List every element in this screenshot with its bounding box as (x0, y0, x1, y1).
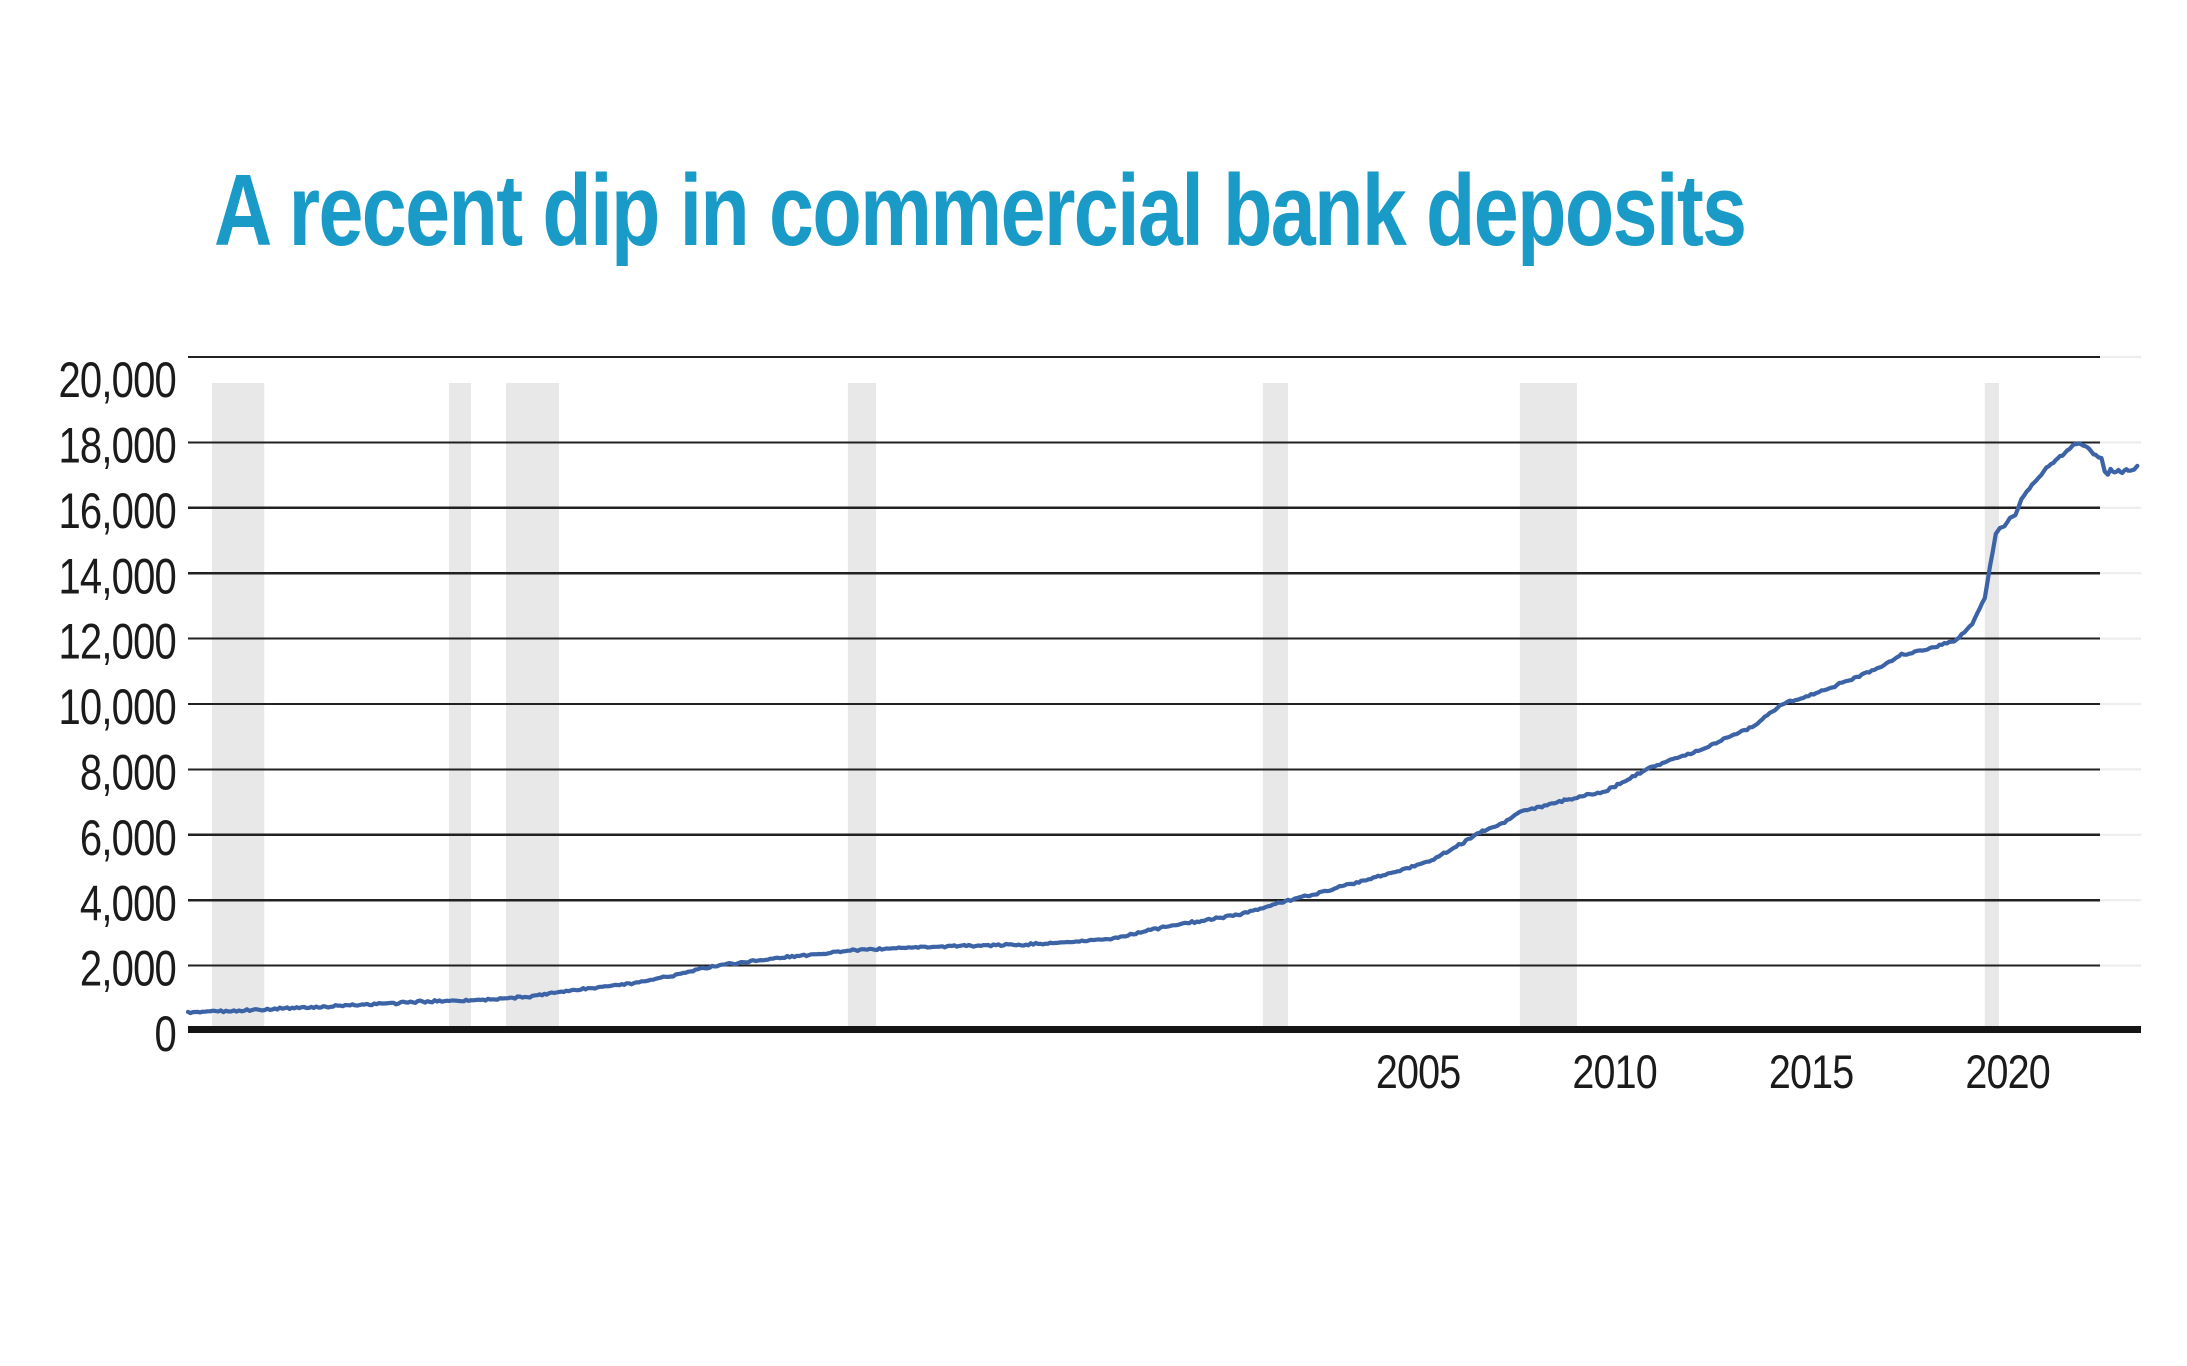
x-tick-label: 2010 (1572, 1047, 1656, 1099)
x-tick-label: 2015 (1769, 1047, 1853, 1099)
y-tick-label: 4,000 (80, 875, 176, 931)
y-tick-label: 10,000 (58, 679, 176, 735)
y-tick-label: 18,000 (58, 417, 176, 473)
y-tick-label: 0 (155, 1006, 176, 1062)
y-tick-label: 16,000 (58, 483, 176, 539)
y-tick-label: 8,000 (80, 744, 176, 800)
x-axis-line (188, 1026, 2141, 1033)
y-tick-label: 2,000 (80, 940, 176, 996)
deposits-line (185, 441, 2140, 1016)
y-tick-label: 14,000 (58, 548, 176, 604)
x-tick-label: 2020 (1965, 1047, 2049, 1099)
chart-title: A recent dip in commercial bank deposits (214, 155, 1747, 267)
y-tick-label: 20,000 (58, 352, 176, 408)
x-tick-label: 2005 (1376, 1047, 1460, 1099)
y-tick-label: 12,000 (58, 613, 176, 669)
y-tick-label: 6,000 (80, 810, 176, 866)
